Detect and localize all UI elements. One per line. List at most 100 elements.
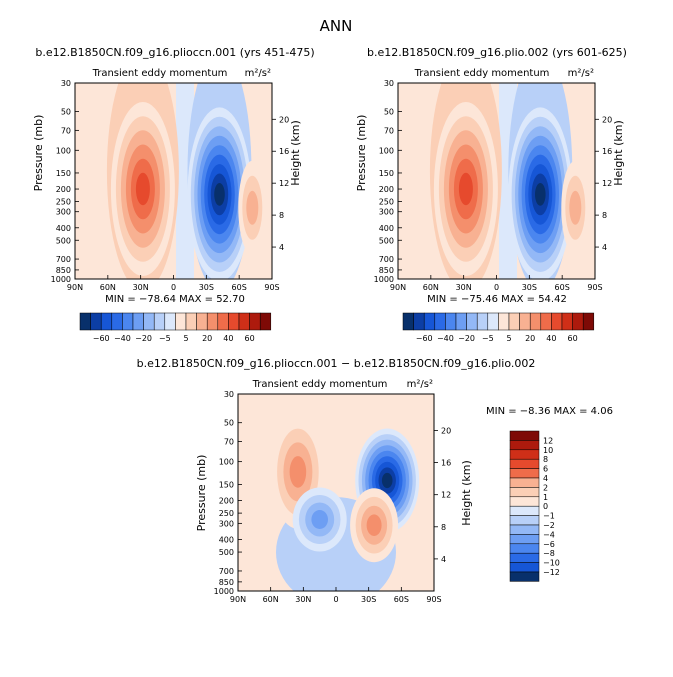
colorbar-swatch-17 — [249, 312, 261, 331]
colorbar-swatch-16 — [561, 312, 573, 331]
colorbar-swatch-1 — [79, 312, 91, 331]
colorbar-swatch-7 — [143, 312, 155, 331]
colorbar-swatch-8 — [476, 312, 489, 331]
colorbar-swatch-17 — [572, 312, 584, 331]
colorbar-label-6: 20 — [525, 334, 535, 343]
main-title: ANN — [320, 17, 353, 35]
y-tick-label-30: 30 — [224, 390, 234, 399]
colorbar-swatch-5 — [122, 312, 134, 331]
x-tick-label-60N: 60N — [263, 595, 279, 604]
colorbar-label-4: −5 — [482, 334, 494, 343]
y-tick-label-400: 400 — [379, 224, 394, 233]
y-tick-label-100: 100 — [379, 146, 394, 155]
panel-1-min-max: MIN = −78.64 MAX = 52.70 — [105, 294, 245, 305]
y-tick-label-400: 400 — [56, 224, 71, 233]
x-tick-label-30S: 30S — [361, 595, 376, 604]
colorbar-label-8: 60 — [245, 334, 255, 343]
x-tick-label-90S: 90S — [426, 595, 441, 604]
y-right-tick-label-16: 16 — [279, 147, 289, 156]
panel-1-feature-2-contour-9 — [214, 183, 225, 206]
colorbar-swatch-12 — [196, 312, 208, 331]
y-tick-label-500: 500 — [219, 548, 234, 557]
y-right-tick-label-16: 16 — [441, 459, 451, 468]
colorbar-swatch-11 — [185, 312, 197, 331]
colorbar-swatch-1 — [402, 312, 414, 331]
colorbar-swatch-14 — [217, 312, 229, 331]
x-tick-label-60S: 60S — [555, 283, 570, 292]
y-tick-label-100: 100 — [56, 146, 71, 155]
panel-2-subtitle: Transient eddy momentum — [414, 68, 550, 79]
colorbar-swatch-12 — [509, 534, 540, 545]
y-tick-label-300: 300 — [379, 208, 394, 217]
colorbar-label-4: 6 — [543, 465, 548, 474]
colorbar-swatch-1 — [509, 430, 540, 441]
panel-3-y-right-ticks: 20 16 12 8 4 — [434, 426, 451, 564]
y-tick-label-50: 50 — [224, 419, 234, 428]
colorbar-swatch-11 — [509, 524, 540, 535]
y-tick-label-70: 70 — [224, 438, 234, 447]
colorbar-swatch-13 — [206, 312, 219, 331]
x-tick-label-60N: 60N — [423, 283, 439, 292]
panel-3-feature-3-contour-4 — [366, 514, 382, 536]
colorbar-swatch-2 — [90, 312, 102, 331]
colorbar-swatch-15 — [509, 562, 540, 573]
colorbar-swatch-11 — [508, 312, 520, 331]
panel-3-title: b.e12.B1850CN.f09_g16.plioccn.001 − b.e1… — [137, 357, 536, 370]
colorbar-swatch-4 — [509, 458, 540, 469]
colorbar-swatch-6 — [509, 477, 540, 488]
panel-2-feature-3-contour-3 — [569, 190, 582, 225]
y-right-tick-label-4: 4 — [441, 555, 446, 564]
y-tick-label-300: 300 — [56, 208, 71, 217]
colorbar-swatch-13 — [509, 543, 540, 554]
colorbar-label-7: 40 — [546, 334, 556, 343]
y-right-tick-label-12: 12 — [279, 179, 289, 188]
x-tick-label-30N: 30N — [456, 283, 472, 292]
y-tick-label-150: 150 — [56, 169, 71, 178]
colorbar-label-10: −2 — [543, 521, 555, 530]
colorbar-label-3: −20 — [458, 334, 475, 343]
colorbar-label-4: −5 — [159, 334, 171, 343]
panel-1-x-ticks: 90N 60N 30N 0 30S 60S 90S — [67, 275, 280, 292]
colorbar-swatch-13 — [529, 312, 542, 331]
panel-3-ylabel: Pressure (mb) — [195, 455, 208, 532]
y-tick-label-200: 200 — [379, 185, 394, 194]
colorbar-swatch-7 — [509, 487, 540, 498]
colorbar-label-6: 2 — [543, 483, 548, 492]
colorbar-swatch-10 — [509, 515, 540, 526]
panel-3-min-max: MIN = −8.36 MAX = 4.06 — [486, 406, 613, 417]
panel-1-colorbar: −60 −40 −20 −5 5 20 40 60 — [79, 312, 272, 343]
panel-2-colorbar: −60 −40 −20 −5 5 20 40 60 — [402, 312, 595, 343]
panel-2-feature-2-contour-9 — [535, 183, 546, 206]
colorbar-swatch-5 — [509, 468, 540, 479]
x-tick-label-0: 0 — [333, 595, 338, 604]
panel-1-feature-1-contour-6 — [135, 172, 150, 206]
y-right-tick-label-12: 12 — [441, 491, 451, 500]
colorbar-label-1: −60 — [416, 334, 433, 343]
colorbar-label-7: 1 — [543, 493, 548, 502]
colorbar-swatch-8 — [509, 496, 540, 507]
colorbar-swatch-3 — [423, 312, 436, 331]
x-tick-label-30N: 30N — [133, 283, 149, 292]
y-tick-label-70: 70 — [61, 126, 71, 135]
y-right-tick-label-8: 8 — [279, 211, 284, 220]
colorbar-label-1: 12 — [543, 436, 553, 445]
colorbar-label-2: 10 — [543, 446, 553, 455]
x-tick-label-0: 0 — [494, 283, 499, 292]
y-tick-label-500: 500 — [56, 236, 71, 245]
panel-2-feature-1-contour-6 — [458, 172, 473, 206]
y-tick-label-150: 150 — [379, 169, 394, 178]
y-tick-label-300: 300 — [219, 519, 234, 528]
colorbar-swatch-3 — [100, 312, 113, 331]
y-tick-label-250: 250 — [219, 509, 234, 518]
panel-3-contour-field — [270, 414, 420, 591]
y-tick-label-850: 850 — [56, 266, 71, 275]
y-tick-label-700: 700 — [56, 255, 71, 264]
colorbar-swatch-3 — [509, 449, 540, 460]
y-tick-label-250: 250 — [379, 198, 394, 207]
y-right-tick-label-8: 8 — [602, 211, 607, 220]
colorbar-swatch-9 — [487, 312, 499, 331]
panel-1-ylabel: Pressure (mb) — [32, 115, 45, 192]
y-tick-label-500: 500 — [379, 236, 394, 245]
y-tick-label-1000: 1000 — [374, 275, 394, 284]
